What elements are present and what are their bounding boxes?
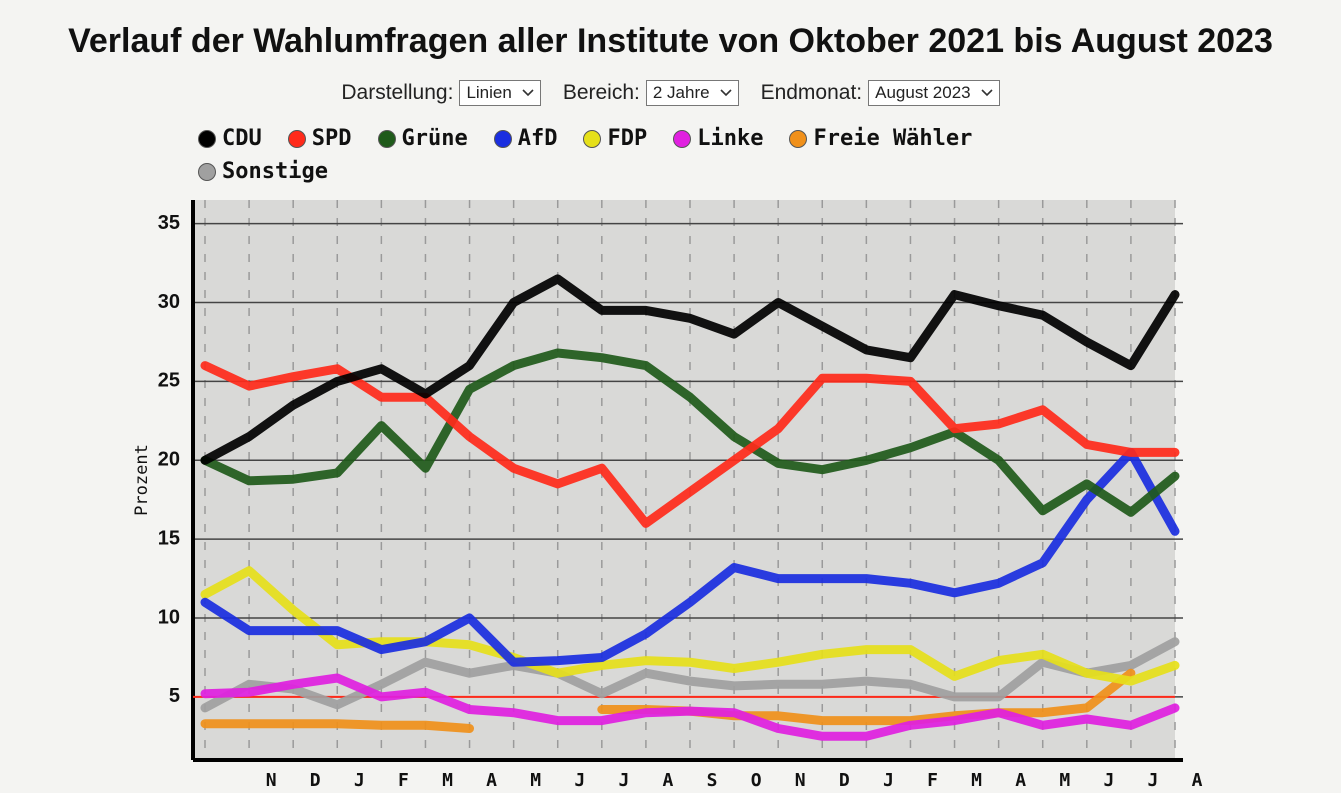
- legend-item[interactable]: AfD: [493, 126, 558, 151]
- control-label: Darstellung:: [341, 81, 454, 104]
- dropdown-value: August 2023: [875, 83, 971, 102]
- x-tick-label: D: [839, 770, 850, 791]
- control-label: Bereich:: [562, 81, 640, 104]
- y-tick-label: 35: [158, 212, 180, 234]
- series-line: [200, 673, 1180, 741]
- legend-swatch: [198, 162, 216, 181]
- x-tick-label: J: [1148, 770, 1159, 791]
- legend-swatch: [789, 129, 808, 148]
- series-line: [200, 348, 1180, 517]
- legend-label: CDU: [222, 126, 262, 151]
- dropdown[interactable]: 2 Jahre: [645, 80, 739, 106]
- y-tick-label: 15: [158, 527, 180, 549]
- x-tick-label: S: [707, 770, 718, 791]
- legend-swatch: [198, 129, 216, 148]
- y-tick-label: 20: [158, 449, 180, 471]
- dropdown-value: Linien: [466, 83, 512, 102]
- x-tick-label: F: [927, 770, 938, 791]
- legend-item[interactable]: Grüne: [377, 126, 468, 151]
- chevron: [719, 89, 732, 97]
- x-tick-label: J: [1103, 770, 1114, 791]
- y-tick-label: 30: [158, 291, 180, 313]
- legend-label: Freie Wähler: [813, 126, 973, 151]
- legend-label: Sonstige: [222, 159, 328, 184]
- y-tick-label: 5: [169, 685, 180, 707]
- chevron: [522, 89, 534, 97]
- y-tick-label: 25: [158, 370, 180, 392]
- x-tick-label: J: [354, 770, 365, 791]
- controls: Darstellung: Linien Bereich: 2 Jahre Endmona…: [0, 80, 1341, 106]
- chevron: [981, 89, 993, 97]
- legend-swatch: [287, 129, 306, 148]
- x-tick-label: J: [618, 770, 629, 791]
- control: Bereich: 2 Jahre: [563, 80, 739, 106]
- legend-label: SPD: [311, 126, 352, 151]
- legend-label: Grüne: [401, 126, 468, 151]
- series-line: [200, 361, 1180, 528]
- dropdown[interactable]: Linien: [459, 80, 541, 106]
- x-tick-label: O: [751, 770, 762, 791]
- control: Endmonat: August 2023: [761, 80, 1000, 106]
- x-tick-label: D: [310, 770, 321, 791]
- legend-item[interactable]: Sonstige: [198, 159, 328, 184]
- series-line: [200, 274, 1180, 465]
- x-tick-label: M: [1059, 770, 1070, 791]
- x-tick-label: J: [883, 770, 894, 791]
- x-tick-label: M: [530, 770, 541, 791]
- x-tick-label: F: [398, 770, 409, 791]
- legend-label: Linke: [697, 126, 764, 151]
- x-tick-label: A: [1015, 770, 1026, 791]
- y-tick-label: 10: [158, 606, 180, 628]
- x-tick-label: A: [663, 770, 674, 791]
- y-axis-label: Prozent: [132, 444, 152, 516]
- legend-label: FDP: [607, 126, 648, 151]
- legend-swatch: [583, 129, 602, 148]
- x-tick-label: M: [442, 770, 453, 791]
- legend-item[interactable]: Freie Wähler: [789, 126, 972, 151]
- legend-item[interactable]: SPD: [287, 126, 352, 151]
- legend-label: AfD: [517, 126, 558, 151]
- legend: CDU SPD Grüne AfD FDP Linke Freie Wähler Sonsti…: [198, 126, 1098, 184]
- legend-item[interactable]: FDP: [583, 126, 647, 151]
- control-label: Endmonat:: [760, 81, 863, 104]
- x-tick-label: N: [266, 770, 277, 791]
- control: Darstellung: Linien: [341, 80, 541, 106]
- x-tick-label: A: [486, 770, 497, 791]
- x-tick-label: M: [971, 770, 982, 791]
- x-tick-label: A: [1192, 770, 1203, 791]
- legend-item[interactable]: CDU: [198, 126, 262, 151]
- legend-swatch: [493, 129, 512, 148]
- chart-title: Verlauf der Wahlumfragen aller Institute…: [68, 22, 1273, 60]
- legend-item[interactable]: Linke: [673, 126, 763, 151]
- dropdown-value: 2 Jahre: [652, 83, 710, 102]
- legend-swatch: [377, 129, 396, 148]
- dropdown[interactable]: August 2023: [868, 80, 1000, 106]
- legend-swatch: [673, 129, 692, 148]
- x-tick-label: J: [574, 770, 585, 791]
- series-line: [200, 447, 1180, 667]
- x-tick-label: N: [795, 770, 806, 791]
